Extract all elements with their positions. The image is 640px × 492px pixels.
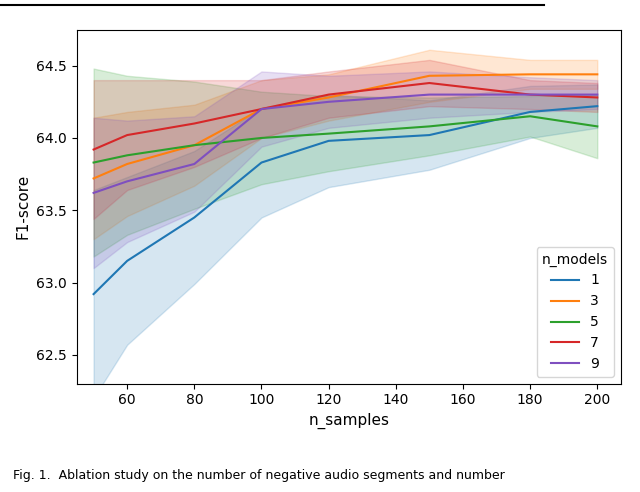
3 <box>593 71 601 77</box>
Line: 3: 3 <box>93 74 597 179</box>
Line: 5: 5 <box>93 116 597 162</box>
Line: 1: 1 <box>93 106 597 294</box>
1 <box>191 215 198 220</box>
5 <box>124 153 131 158</box>
9 <box>90 190 97 196</box>
5 <box>325 131 333 137</box>
1 <box>526 109 534 115</box>
5 <box>258 135 266 141</box>
7 <box>426 80 433 86</box>
3 <box>258 106 266 112</box>
9 <box>426 92 433 97</box>
Legend: 1, 3, 5, 7, 9: 1, 3, 5, 7, 9 <box>536 247 614 377</box>
7 <box>90 147 97 153</box>
5 <box>191 142 198 148</box>
9 <box>593 92 601 97</box>
3 <box>426 73 433 79</box>
3 <box>526 71 534 77</box>
Line: 9: 9 <box>93 94 597 193</box>
Line: 7: 7 <box>93 83 597 150</box>
1 <box>426 132 433 138</box>
7 <box>526 92 534 97</box>
3 <box>191 142 198 148</box>
5 <box>426 123 433 129</box>
Text: Fig. 1.  Ablation study on the number of negative audio segments and number: Fig. 1. Ablation study on the number of … <box>13 469 504 482</box>
1 <box>90 291 97 297</box>
7 <box>191 121 198 126</box>
Y-axis label: F1-score: F1-score <box>16 174 31 239</box>
1 <box>124 258 131 264</box>
1 <box>325 138 333 144</box>
7 <box>258 106 266 112</box>
3 <box>325 94 333 100</box>
9 <box>258 106 266 112</box>
5 <box>593 123 601 129</box>
7 <box>325 92 333 97</box>
9 <box>124 179 131 184</box>
1 <box>593 103 601 109</box>
7 <box>593 94 601 100</box>
5 <box>90 159 97 165</box>
5 <box>526 113 534 119</box>
1 <box>258 159 266 165</box>
3 <box>90 176 97 182</box>
9 <box>325 99 333 105</box>
X-axis label: n_samples: n_samples <box>308 413 389 429</box>
3 <box>124 161 131 167</box>
7 <box>124 132 131 138</box>
9 <box>191 161 198 167</box>
9 <box>526 92 534 97</box>
